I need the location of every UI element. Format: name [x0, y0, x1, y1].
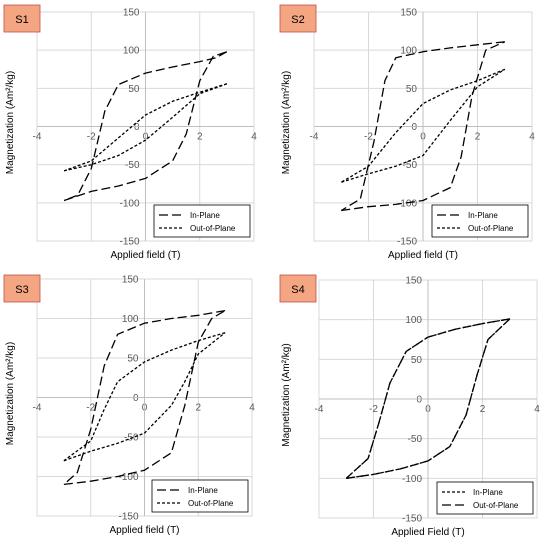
y-tick-label: -150 [119, 237, 139, 248]
y-tick-label: 50 [406, 84, 418, 95]
sample-tag-box [279, 274, 317, 303]
legend-label: In-Plane [468, 211, 498, 220]
series-out-of-plane-upper-branch [340, 68, 506, 183]
sample-tag: S3 [3, 274, 41, 303]
sample-tag: S4 [279, 274, 317, 303]
chart-panel-s3: 150100500-50-100-150-4-2024In-PlaneOut-o… [3, 274, 255, 536]
chart-panel-s4: 150100500-50-100-150-4-2024In-PlaneOut-o… [279, 274, 540, 538]
y-tick-label: 50 [127, 354, 139, 365]
series-in-plane-upper-branch [63, 309, 226, 485]
x-tick-label: 4 [251, 132, 257, 143]
y-tick-label: 150 [123, 8, 140, 19]
legend-label: Out-of-Plane [190, 224, 236, 233]
x-axis-title: Applied Field (T) [391, 527, 464, 538]
sample-tag-box [3, 274, 41, 303]
y-tick-label: -100 [402, 474, 422, 485]
sample-tag: S2 [279, 4, 317, 33]
y-tick-label: 100 [123, 46, 140, 57]
legend-label: Out-of-Plane [188, 499, 234, 508]
series-out-of-plane-lower-branch [341, 68, 506, 183]
series-out-of-plane-upper-branch [63, 83, 228, 172]
y-tick-label: 50 [411, 355, 423, 366]
sample-tag-box [279, 4, 317, 33]
series-in-plane-upper-branch [340, 41, 505, 212]
legend: In-Plane Out-of-Plane [151, 479, 249, 513]
series-out-of-plane-upper-branch [345, 318, 510, 479]
y-tick-label: 0 [411, 122, 417, 133]
legend-label: Out-of-Plane [468, 224, 514, 233]
x-tick-label: 4 [249, 403, 255, 414]
x-tick-label: -2 [86, 403, 95, 414]
sample-tag-label: S2 [291, 14, 304, 26]
y-tick-label: -50 [408, 434, 423, 445]
y-tick-label: 0 [133, 393, 139, 404]
y-axis-title: Magnetization (Am²/kg) [5, 342, 16, 445]
y-tick-label: -150 [397, 237, 417, 248]
series-out-of-plane-upper-branch [63, 332, 226, 462]
series-out-of-plane-lower-branch [346, 318, 511, 479]
x-tick-label: -4 [310, 132, 319, 143]
x-tick-label: 2 [195, 403, 201, 414]
y-axis-title: Magnetization (Am²/kg) [281, 343, 292, 446]
y-tick-label: -150 [118, 512, 138, 523]
sample-tag: S1 [3, 4, 41, 33]
series-out-of-plane-lower-branch [63, 83, 228, 172]
sample-tag-label: S4 [291, 284, 304, 296]
series-in-plane-upper-branch [63, 51, 228, 202]
series-in-plane-lower-branch [341, 41, 506, 212]
x-axis-title: Applied field (T) [110, 250, 180, 261]
legend-box [436, 481, 534, 515]
legend: In-Plane Out-of-Plane [153, 204, 251, 238]
y-tick-label: 50 [128, 84, 140, 95]
x-axis-title: Applied field (T) [109, 525, 179, 536]
y-tick-label: 150 [400, 8, 417, 19]
y-tick-label: 100 [405, 315, 422, 326]
sample-tag-label: S3 [15, 284, 28, 296]
x-tick-label: 4 [529, 132, 535, 143]
y-tick-label: 100 [122, 314, 139, 325]
x-tick-label: -2 [87, 132, 96, 143]
x-axis-title: Applied field (T) [388, 250, 458, 261]
x-tick-label: 4 [534, 404, 540, 415]
series-out-of-plane-lower-branch [63, 332, 226, 462]
y-tick-label: -100 [397, 198, 417, 209]
y-tick-label: -50 [125, 160, 140, 171]
x-tick-label: 2 [475, 132, 481, 143]
x-tick-label: -4 [315, 404, 324, 415]
x-tick-label: -4 [33, 132, 42, 143]
y-axis-title: Magnetization (Am²/kg) [5, 71, 16, 174]
x-tick-label: -2 [369, 404, 378, 415]
y-axis-title: Magnetization (Am²/kg) [281, 71, 292, 174]
x-tick-label: -4 [33, 403, 42, 414]
chart-panel-s1: 150100500-50-100-150-4-2024In-PlaneOut-o… [3, 4, 257, 261]
y-tick-label: 100 [400, 46, 417, 57]
legend-box [431, 204, 529, 238]
legend-label: In-Plane [473, 488, 503, 497]
x-tick-label: -2 [364, 132, 373, 143]
y-tick-label: -100 [119, 198, 139, 209]
x-tick-label: 2 [197, 132, 203, 143]
y-tick-label: 0 [416, 395, 422, 406]
legend-label: In-Plane [188, 486, 218, 495]
legend-box [151, 479, 249, 513]
sample-tag-box [3, 4, 41, 33]
legend-box [153, 204, 251, 238]
sample-tag-label: S1 [15, 14, 28, 26]
y-tick-label: -50 [403, 160, 418, 171]
y-tick-label: 0 [134, 122, 140, 133]
y-tick-label: 150 [122, 275, 139, 286]
y-tick-label: -150 [402, 514, 422, 525]
legend-label: Out-of-Plane [473, 501, 519, 510]
y-tick-label: 150 [405, 276, 422, 287]
x-tick-label: 2 [480, 404, 486, 415]
legend: In-Plane Out-of-Plane [431, 204, 529, 238]
chart-panel-s2: 150100500-50-100-150-4-2024In-PlaneOut-o… [279, 4, 535, 261]
legend-label: In-Plane [190, 211, 220, 220]
legend: In-Plane Out-of-Plane [436, 481, 534, 515]
y-tick-label: -100 [118, 472, 138, 483]
